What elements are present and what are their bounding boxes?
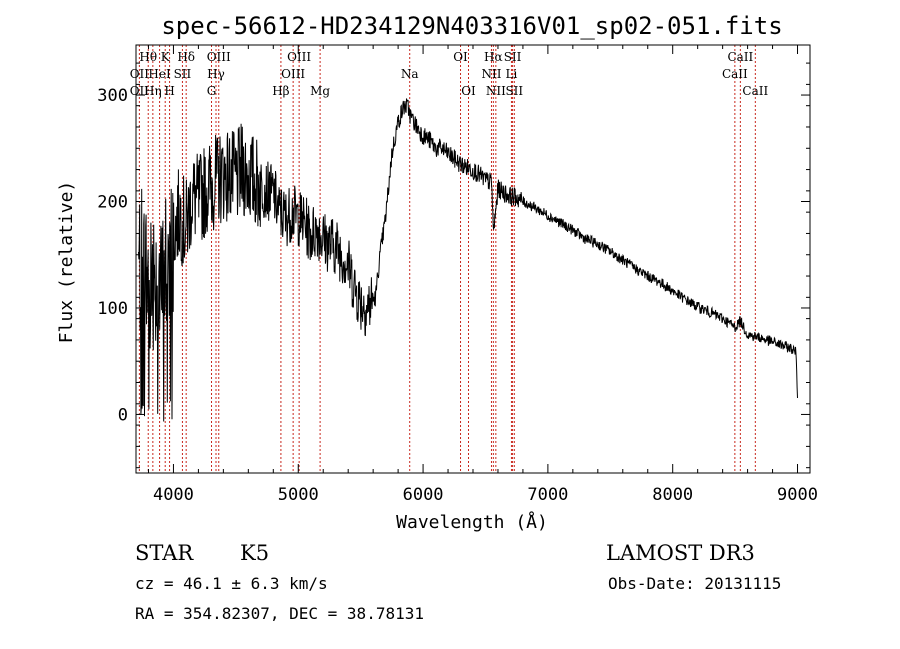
x-axis-ticks: 4000 5000 6000 7000 8000 9000: [147, 45, 818, 505]
spectral-line-markers: [138, 45, 756, 473]
x-tick-label: 4000: [153, 485, 194, 505]
spectral-line-label: OIII: [207, 50, 231, 64]
spectral-line-label: OIII: [287, 50, 311, 64]
y-tick-label: 100: [97, 299, 128, 319]
coordinates: RA = 354.82307, DEC = 38.78131: [135, 604, 424, 623]
spectral-line-label: Hη: [144, 84, 162, 98]
object-subclass: K5: [240, 541, 269, 565]
spectral-line-label: OI: [461, 84, 476, 98]
spectral-line-label: Hδ: [177, 50, 195, 64]
y-tick-label: 0: [118, 405, 128, 425]
x-tick-label: 5000: [278, 485, 319, 505]
spectral-line-label: OI: [453, 50, 468, 64]
x-tick-label: 8000: [652, 485, 693, 505]
observation-date: Obs-Date: 20131115: [608, 574, 781, 593]
spectral-line-label: SII: [505, 84, 523, 98]
spectral-line-label: Mg: [310, 84, 330, 98]
spectral-line-label: H: [164, 84, 174, 98]
spectral-line-label: K: [161, 50, 171, 64]
spectral-line-label: NII: [486, 84, 506, 98]
spectral-line-label: OIII: [281, 67, 305, 81]
spectral-line-label: Hα: [484, 50, 503, 64]
spectral-line-label: SII: [174, 67, 192, 81]
y-axis-ticks: 0 100 200 300: [97, 62, 810, 469]
survey-name: LAMOST DR3: [606, 541, 755, 565]
spectral-line-label: CaII: [722, 67, 748, 81]
spectrum-line: [138, 98, 798, 422]
spectral-line-label: Hγ: [207, 67, 225, 81]
x-tick-label: 9000: [777, 485, 818, 505]
spectral-line-label: OII: [130, 67, 150, 81]
spectral-line-label: G: [207, 84, 217, 98]
redshift-velocity: cz = 46.1 ± 6.3 km/s: [135, 574, 328, 593]
plot-frame: [135, 44, 811, 474]
y-tick-label: 200: [97, 193, 128, 213]
spectral-line-label: CaII: [742, 84, 768, 98]
spectral-line-label: Hβ: [272, 84, 289, 98]
spectral-line-label: HeI: [148, 67, 171, 81]
x-axis-label: Wavelength (Å): [396, 511, 548, 533]
spectral-line-label: Hθ: [139, 50, 157, 64]
spectral-line-label: NII: [481, 67, 501, 81]
y-tick-label: 300: [97, 86, 128, 106]
x-tick-label: 6000: [403, 485, 444, 505]
x-tick-label: 7000: [527, 485, 568, 505]
spectral-line-label: Na: [401, 67, 419, 81]
object-class: STAR: [135, 541, 194, 565]
spectral-line-label: SII: [504, 50, 522, 64]
spectral-line-label: OII: [130, 84, 150, 98]
chart-title: spec-56612-HD234129N403316V01_sp02-051.f…: [161, 12, 782, 40]
spectral-line-label: CaII: [727, 50, 753, 64]
y-axis-label: Flux (relative): [56, 181, 77, 344]
spectral-line-label: Li: [506, 67, 518, 81]
